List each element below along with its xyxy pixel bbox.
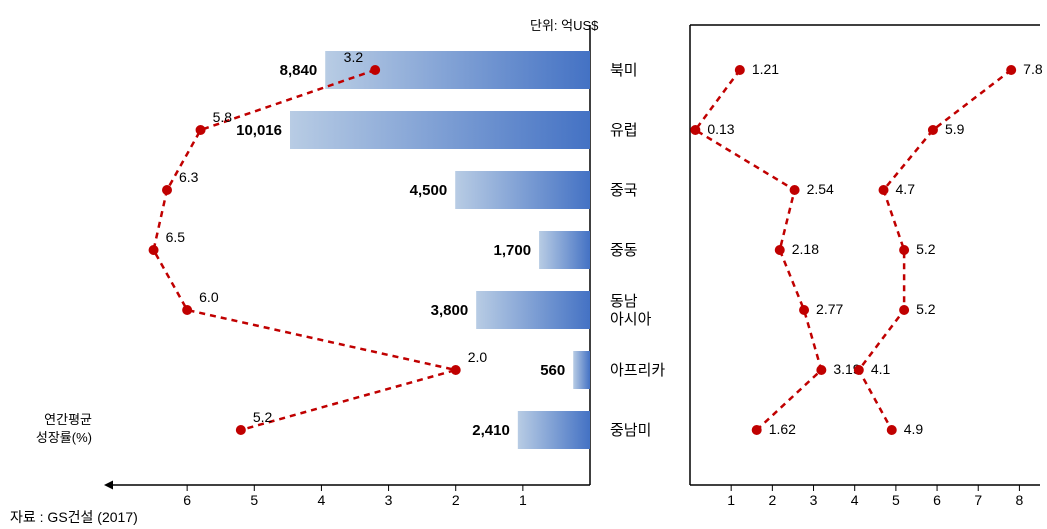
category-label: 아프리카 xyxy=(610,362,665,379)
growth-marker xyxy=(182,305,192,315)
right-right-marker xyxy=(899,245,909,255)
growth-value-label: 3.2 xyxy=(344,49,364,65)
x-tick-label-right: 2 xyxy=(768,492,776,508)
right-right-marker xyxy=(879,185,889,195)
bar xyxy=(476,291,590,329)
bar xyxy=(539,231,590,269)
growth-marker xyxy=(370,65,380,75)
growth-value-label: 5.8 xyxy=(213,109,233,125)
bar xyxy=(573,351,590,389)
x-tick-label-right: 4 xyxy=(851,492,859,508)
category-label: 중남미 xyxy=(610,422,651,439)
x-tick-label-right: 8 xyxy=(1016,492,1024,508)
growth-marker xyxy=(196,125,206,135)
category-label: 중동 xyxy=(610,242,638,259)
growth-value-label: 5.2 xyxy=(253,409,273,425)
growth-marker xyxy=(236,425,246,435)
bar-value-label: 2,410 xyxy=(472,422,510,439)
x-tick-label-right: 5 xyxy=(892,492,900,508)
right-right-label: 5.9 xyxy=(945,121,965,137)
y-axis-label: 연간평균 xyxy=(44,412,92,427)
x-tick-label: 3 xyxy=(385,492,393,508)
right-left-marker xyxy=(690,125,700,135)
right-left-label: 1.21 xyxy=(752,61,779,77)
source-text: 자료 : GS건설 (2017) xyxy=(10,507,138,527)
right-left-marker xyxy=(816,365,826,375)
x-tick-label-right: 3 xyxy=(810,492,818,508)
x-tick-label: 6 xyxy=(183,492,191,508)
right-left-marker xyxy=(752,425,762,435)
x-tick-label: 2 xyxy=(452,492,460,508)
x-tick-label-right: 7 xyxy=(974,492,982,508)
unit-label: 단위: 억US$ xyxy=(530,18,599,33)
bar-value-label: 3,800 xyxy=(431,302,469,319)
right-right-label: 5.2 xyxy=(916,301,936,317)
right-left-label: 1.62 xyxy=(769,421,796,437)
right-right-marker xyxy=(854,365,864,375)
right-left-marker xyxy=(775,245,785,255)
right-left-label: 2.77 xyxy=(816,301,843,317)
x-tick-label: 4 xyxy=(318,492,326,508)
growth-marker xyxy=(162,185,172,195)
bar xyxy=(325,51,590,89)
category-label: 동남 xyxy=(610,293,638,310)
growth-value-label: 2.0 xyxy=(468,349,488,365)
right-left-marker xyxy=(790,185,800,195)
category-label: 중국 xyxy=(610,182,638,199)
right-right-label: 4.9 xyxy=(904,421,924,437)
x-tick-label-right: 1 xyxy=(727,492,735,508)
bar-value-label: 8,840 xyxy=(280,62,318,79)
growth-marker xyxy=(149,245,159,255)
growth-value-label: 6.0 xyxy=(199,289,219,305)
right-right-marker xyxy=(887,425,897,435)
growth-value-label: 6.3 xyxy=(179,169,199,185)
category-label: 북미 xyxy=(610,62,638,79)
right-right-marker xyxy=(1006,65,1016,75)
right-left-label: 0.13 xyxy=(707,121,734,137)
bar-value-label: 10,016 xyxy=(236,122,282,139)
x-tick-label: 1 xyxy=(519,492,527,508)
x-tick-label-right: 6 xyxy=(933,492,941,508)
right-right-marker xyxy=(928,125,938,135)
category-label: 아시아 xyxy=(610,311,652,328)
right-right-label: 4.7 xyxy=(896,181,916,197)
growth-marker xyxy=(451,365,461,375)
right-left-label: 2.18 xyxy=(792,241,819,257)
bar xyxy=(518,411,590,449)
right-left-label: 2.54 xyxy=(807,181,834,197)
y-axis-label: 성장률(%) xyxy=(36,430,92,445)
right-left-marker xyxy=(799,305,809,315)
bar-value-label: 1,700 xyxy=(494,242,532,259)
right-right-label: 7.8 xyxy=(1023,61,1043,77)
growth-value-label: 6.5 xyxy=(166,229,186,245)
right-right-marker xyxy=(899,305,909,315)
right-right-label: 5.2 xyxy=(916,241,936,257)
right-right-label: 4.1 xyxy=(871,361,891,377)
bar-value-label: 560 xyxy=(540,362,565,379)
right-left-marker xyxy=(735,65,745,75)
category-label: 유럽 xyxy=(610,122,638,139)
x-tick-label: 5 xyxy=(250,492,258,508)
bar-value-label: 4,500 xyxy=(410,182,448,199)
bar xyxy=(455,171,590,209)
bar xyxy=(290,111,590,149)
